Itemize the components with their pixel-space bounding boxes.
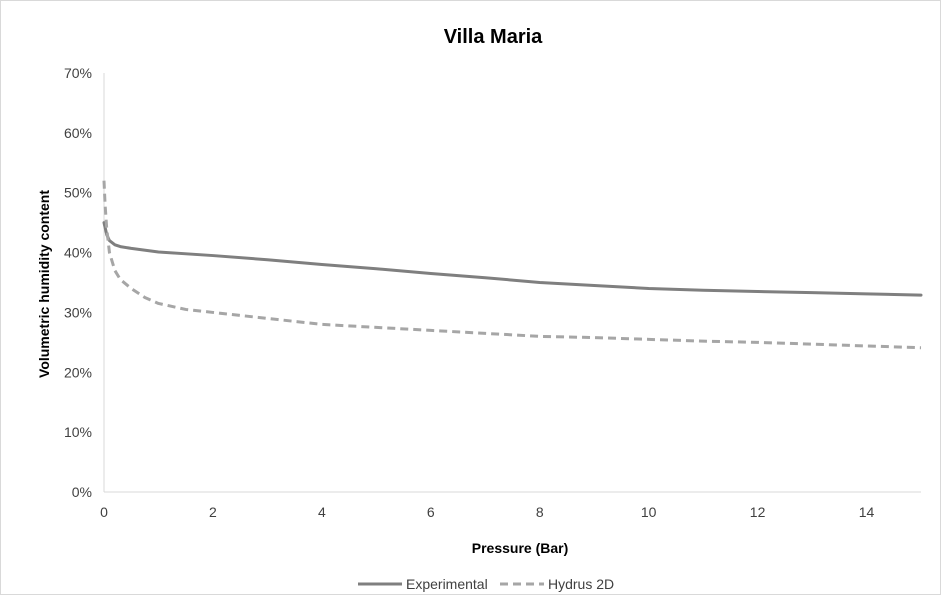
x-tick-label: 10 <box>641 504 657 520</box>
legend: Experimental Hydrus 2D <box>358 576 614 592</box>
y-tick-label: 20% <box>64 364 92 380</box>
y-tick-label: 70% <box>64 65 92 81</box>
chart-title: Villa Maria <box>444 26 543 48</box>
x-tick-label: 12 <box>750 504 766 520</box>
y-tick-label: 50% <box>64 185 92 201</box>
y-axis-title: Volumetric humidity content <box>36 190 52 378</box>
y-tick-label: 40% <box>64 245 92 261</box>
x-tick-label: 6 <box>427 504 435 520</box>
series-layer <box>102 180 923 350</box>
legend-label: Hydrus 2D <box>548 576 614 592</box>
x-tick-label: 8 <box>536 504 544 520</box>
x-tick-label: 14 <box>859 504 875 520</box>
y-tick-label: 10% <box>64 424 92 440</box>
x-axis-title: Pressure (Bar) <box>472 540 569 556</box>
x-tick-labels: 0 2 4 6 8 10 12 14 <box>100 504 874 520</box>
x-tick-label: 4 <box>318 504 326 520</box>
series-line-experimental <box>102 221 923 297</box>
y-tick-label: 60% <box>64 125 92 141</box>
series-line-hydrus-2d <box>102 180 922 350</box>
x-tick-label: 2 <box>209 504 217 520</box>
y-tick-labels: 0% 10% 20% 30% 40% 50% 60% 70% <box>64 65 92 500</box>
axes <box>103 73 921 493</box>
y-tick-label: 30% <box>64 304 92 320</box>
y-tick-label: 0% <box>72 484 92 500</box>
x-tick-label: 0 <box>100 504 108 520</box>
legend-label: Experimental <box>406 576 488 592</box>
